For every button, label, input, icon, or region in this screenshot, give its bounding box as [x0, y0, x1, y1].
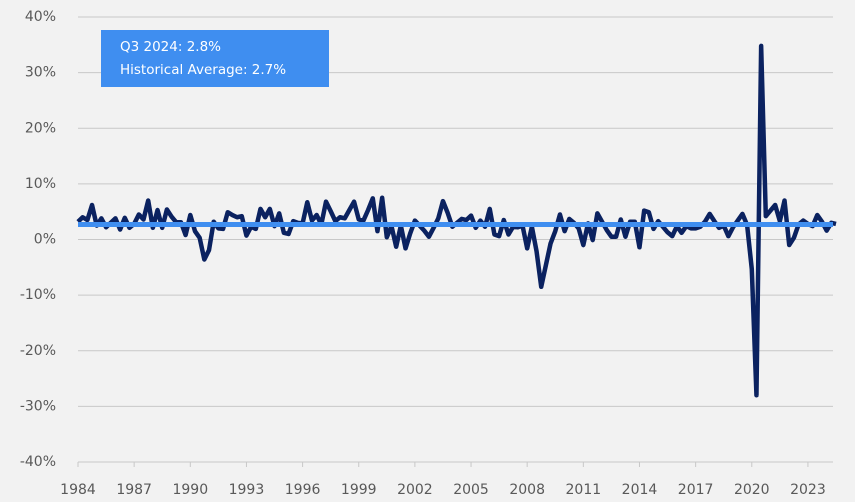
y-tick-label: 0% — [34, 232, 56, 248]
x-tick-label: 1990 — [172, 482, 208, 498]
grid: -40% -30% -20% -10% 0% 10% 20% 30% 40% 1984 1987 19… — [20, 9, 833, 498]
y-tick-label: 40% — [25, 9, 56, 25]
x-tick-label: 2014 — [622, 482, 658, 498]
x-tick-label: 1999 — [341, 482, 377, 498]
plot-area — [76, 43, 837, 398]
x-tick-label: 2002 — [397, 482, 433, 498]
annotation: Historical Average: 2.7% — [120, 62, 286, 78]
x-tick-label: 2017 — [678, 482, 714, 498]
x-tick-label: 2005 — [453, 482, 489, 498]
x-tick-label: 1996 — [285, 482, 321, 498]
y-tick-label: 10% — [25, 176, 56, 192]
y-tick-label: -30% — [20, 398, 56, 414]
x-tick-label: 1984 — [60, 482, 96, 498]
x-tick-label: 1993 — [229, 482, 265, 498]
x-tick-label: 2008 — [509, 482, 545, 498]
data-line — [76, 43, 837, 398]
x-tick-label: 1987 — [116, 482, 152, 498]
y-tick-label: -10% — [20, 287, 56, 303]
annotation: Q3 2024: 2.8% — [120, 39, 221, 55]
x-tick-label: 2023 — [790, 482, 826, 498]
x-tick-label: 2020 — [734, 482, 770, 498]
y-tick-label: -20% — [20, 343, 56, 359]
y-tick-label: -40% — [20, 454, 56, 470]
y-tick-label: 30% — [25, 65, 56, 81]
annotation-box — [101, 30, 329, 87]
y-tick-label: 20% — [25, 120, 56, 136]
x-tick-label: 2011 — [566, 482, 602, 498]
